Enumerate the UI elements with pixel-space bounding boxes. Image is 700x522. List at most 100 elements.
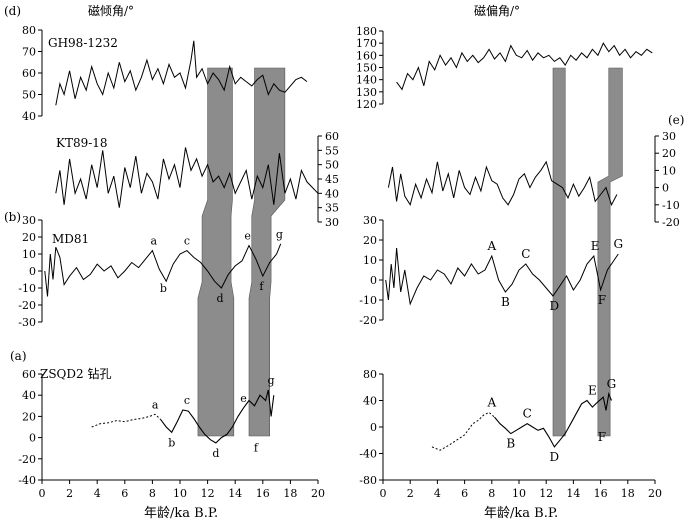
y-tick-label-kt89-left-55: 55 — [325, 144, 339, 157]
point-label-md81-left-c: c — [184, 235, 190, 248]
y-tick-label-md81-right-30: 30 — [363, 214, 377, 227]
core-label-md81: MD81 — [52, 232, 89, 246]
x-tick-label-left-6: 6 — [121, 487, 128, 500]
x-tick-label-left-18: 18 — [283, 487, 297, 500]
correlation-bands — [197, 67, 623, 437]
point-label-zsqd2-right-A: A — [486, 395, 496, 409]
x-tick-label-right-12: 12 — [539, 487, 553, 500]
y-tick-label-e-right-10: 10 — [662, 164, 676, 177]
y-tick-label-md81-left-30: 30 — [22, 214, 36, 227]
y-tick-label-d-left-40: 40 — [22, 110, 36, 123]
y-tick-label-zsqd2-right-40: 40 — [363, 395, 377, 408]
x-tick-label-left-4: 4 — [94, 487, 101, 500]
curve-md81-left — [44, 243, 282, 297]
y-tick-label-e-right-30: 30 — [662, 130, 676, 143]
core-label-gh98-1232: GH98-1232 — [48, 36, 118, 50]
panel-tag-e: (e) — [668, 113, 684, 127]
y-tick-label-md81-left-10: 10 — [22, 248, 36, 261]
x-tick-label-left-2: 2 — [66, 487, 73, 500]
point-label-md81-left-g: g — [276, 228, 283, 241]
x-tick-label-left-14: 14 — [228, 487, 242, 500]
y-tick-label-zsqd2-left--20: -20 — [18, 453, 36, 466]
point-label-md81-right-D: D — [550, 299, 560, 313]
y-tick-label-md81-right--10: -10 — [359, 294, 377, 307]
y-tick-label-kt89-left-50: 50 — [325, 159, 339, 172]
x-tick-label-left-0: 0 — [39, 487, 46, 500]
point-label-zsqd2-left-c: c — [184, 394, 190, 407]
y-tick-label-md81-left--30: -30 — [18, 316, 36, 329]
y-tick-label-md81-right-20: 20 — [363, 234, 377, 247]
correlation-band-d — [197, 67, 235, 437]
curve-md81-right — [385, 247, 619, 306]
correlation-band-F — [597, 67, 623, 437]
y-tick-label-md81-left-0: 0 — [29, 265, 36, 278]
x-tick-label-right-2: 2 — [407, 487, 414, 500]
point-label-zsqd2-right-F: F — [598, 430, 606, 444]
point-label-md81-left-f: f — [259, 280, 264, 293]
y-tick-label-d-left-80: 80 — [22, 24, 36, 37]
curve-d-right — [396, 42, 653, 91]
inclination-column-title: 磁倾角/° — [88, 3, 134, 18]
x-axis-title-left: 年龄/ka B.P. — [144, 506, 218, 521]
point-label-zsqd2-right-E: E — [588, 384, 597, 398]
y-tick-label-e-right--20: -20 — [662, 216, 680, 229]
y-tick-label-kt89-left-35: 35 — [325, 202, 339, 215]
point-label-zsqd2-left-b: b — [168, 436, 175, 449]
x-tick-label-right-8: 8 — [488, 487, 495, 500]
point-label-md81-right-C: C — [521, 247, 530, 261]
panel-tag-a: (a) — [10, 349, 27, 363]
curve-zsqd2-left — [160, 389, 275, 444]
x-tick-label-right-18: 18 — [621, 487, 635, 500]
y-tick-label-zsqd2-right--80: -80 — [359, 474, 377, 487]
x-tick-label-right-4: 4 — [434, 487, 441, 500]
y-tick-label-d-right-120: 120 — [356, 98, 377, 111]
y-tick-label-kt89-left-40: 40 — [325, 187, 339, 200]
curve-kt89-left — [55, 147, 319, 208]
point-label-zsqd2-right-D: D — [550, 450, 560, 464]
curve-zsqd2-right-dashed — [431, 411, 495, 451]
y-tick-label-md81-right-10: 10 — [363, 254, 377, 267]
curve-d-left — [55, 40, 308, 106]
point-label-md81-left-a: a — [150, 235, 157, 248]
point-label-zsqd2-left-g: g — [268, 374, 275, 387]
y-tick-label-zsqd2-right-0: 0 — [370, 421, 377, 434]
core-label-kt89-18: KT89-18 — [56, 136, 108, 150]
y-tick-label-zsqd2-left-0: 0 — [29, 432, 36, 445]
x-tick-label-left-12: 12 — [201, 487, 215, 500]
y-tick-label-md81-right-0: 0 — [370, 274, 377, 287]
point-label-zsqd2-right-B: B — [506, 437, 515, 451]
y-tick-label-kt89-left-60: 60 — [325, 130, 339, 143]
x-tick-label-right-16: 16 — [594, 487, 608, 500]
point-label-md81-right-F: F — [598, 293, 606, 307]
point-label-md81-right-E: E — [591, 239, 600, 253]
point-label-md81-left-d: d — [216, 292, 223, 305]
point-label-zsqd2-right-C: C — [523, 407, 532, 421]
x-axis-title-right: 年龄/ka B.P. — [484, 506, 558, 521]
correlation-band-D — [552, 67, 566, 437]
y-tick-label-md81-left--10: -10 — [18, 282, 36, 295]
x-tick-label-right-14: 14 — [566, 487, 580, 500]
y-tick-label-zsqd2-left-60: 60 — [22, 368, 36, 381]
core-label-zsqd2: ZSQD2 钻孔 — [40, 366, 111, 381]
y-tick-label-d-right-130: 130 — [356, 86, 377, 99]
y-tick-label-zsqd2-right-80: 80 — [363, 368, 377, 381]
point-label-md81-left-b: b — [160, 282, 167, 295]
point-label-zsqd2-left-a: a — [152, 398, 159, 411]
point-label-zsqd2-left-f: f — [254, 442, 259, 455]
y-tick-label-zsqd2-left-40: 40 — [22, 389, 36, 402]
y-tick-label-kt89-left-30: 30 — [325, 216, 339, 229]
y-tick-label-zsqd2-left--40: -40 — [18, 474, 36, 487]
curve-e-right — [387, 160, 618, 207]
x-tick-label-right-10: 10 — [512, 487, 526, 500]
point-label-md81-right-B: B — [501, 295, 510, 309]
point-label-zsqd2-left-d: d — [212, 447, 219, 460]
x-tick-label-right-0: 0 — [380, 487, 387, 500]
axes-layer: 0 2 4 6 8 10 12 14 16 18 20 0 2 4 6 8 10 12 14 16 18 20 40 50 60… — [18, 24, 679, 500]
y-tick-label-md81-left-20: 20 — [22, 231, 36, 244]
curve-zsqd2-right — [494, 391, 613, 448]
curve-zsqd2-left-dashed — [91, 413, 162, 428]
y-tick-label-d-right-160: 160 — [356, 49, 377, 62]
panel-tag-b: (b) — [4, 210, 21, 224]
y-tick-label-e-right--10: -10 — [662, 199, 680, 212]
